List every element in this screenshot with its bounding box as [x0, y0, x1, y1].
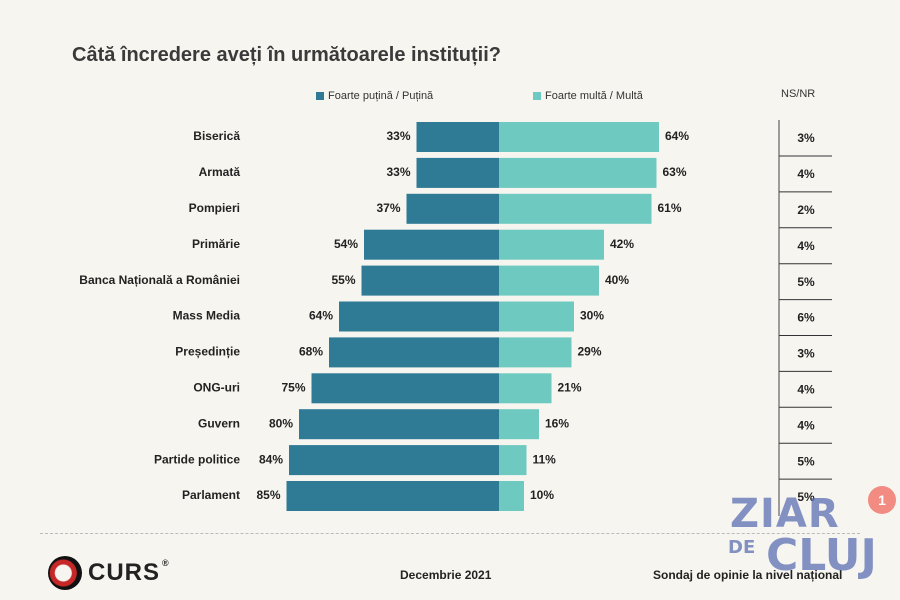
- data-label-low: 33%: [386, 165, 410, 179]
- bar-high: [499, 481, 524, 511]
- data-label-nsnr: 3%: [797, 131, 815, 145]
- watermark-line-2: DE: [728, 537, 756, 558]
- data-label-low: 54%: [334, 237, 358, 251]
- data-label-low: 84%: [259, 452, 283, 466]
- legend-label-high: Foarte multă / Multă: [545, 90, 643, 102]
- bar-high: [499, 122, 659, 152]
- category-label: Parlament: [182, 488, 240, 502]
- nsnr-header: NS/NR: [781, 88, 816, 100]
- watermark-line-3: CLUJ: [766, 530, 877, 581]
- bar-low: [289, 445, 499, 476]
- data-label-low: 80%: [269, 416, 293, 430]
- watermark-logo: ZIAR DE CLUJ: [726, 494, 886, 589]
- category-label: Armată: [199, 165, 241, 179]
- data-label-high: 11%: [533, 452, 557, 466]
- data-label-nsnr: 4%: [797, 418, 815, 432]
- data-label-low: 85%: [256, 488, 280, 502]
- data-label-low: 37%: [376, 201, 400, 215]
- bar-high: [499, 265, 599, 296]
- bar-high: [499, 373, 552, 404]
- bar-low: [406, 193, 499, 224]
- data-label-nsnr: 3%: [797, 347, 815, 361]
- data-label-high: 64%: [665, 129, 689, 143]
- legend-swatch-low: [316, 92, 324, 100]
- registered-mark: ®: [162, 558, 169, 568]
- data-label-high: 16%: [545, 416, 569, 430]
- data-label-high: 29%: [578, 345, 602, 359]
- legend-label-low: Foarte puțină / Puțină: [328, 90, 434, 102]
- bar-low: [364, 229, 499, 260]
- bar-low: [339, 301, 499, 332]
- footer-date: Decembrie 2021: [400, 568, 492, 582]
- data-label-nsnr: 5%: [797, 454, 815, 468]
- category-label: Pompieri: [189, 201, 240, 215]
- data-label-nsnr: 2%: [797, 203, 815, 217]
- bar-high: [499, 301, 574, 332]
- category-label: Guvern: [198, 416, 240, 430]
- legend-swatch-high: [533, 92, 541, 100]
- data-label-high: 61%: [658, 201, 682, 215]
- bar-high: [499, 409, 539, 440]
- category-label: Banca Națională a României: [79, 273, 240, 287]
- category-label: Președinție: [175, 345, 240, 359]
- category-label: Primărie: [192, 237, 240, 251]
- watermark-line-1: ZIAR: [730, 491, 840, 537]
- curs-logo: CURS ®: [48, 556, 169, 590]
- data-label-nsnr: 4%: [797, 382, 815, 396]
- bar-low: [416, 122, 499, 152]
- logo-text: CURS: [88, 559, 161, 586]
- chart-title: Câtă încredere aveți în următoarele inst…: [72, 44, 502, 66]
- data-label-low: 33%: [386, 129, 410, 143]
- legend-item-low: Foarte puțină / Puțină: [316, 90, 433, 102]
- data-label-high: 30%: [580, 309, 604, 323]
- bar-high: [499, 193, 652, 224]
- bar-low: [416, 157, 499, 188]
- bar-low: [361, 265, 499, 296]
- bar-low: [286, 481, 499, 511]
- bar-high: [499, 157, 657, 188]
- data-label-low: 68%: [299, 345, 323, 359]
- category-label: ONG-uri: [193, 380, 240, 394]
- bar-high: [499, 337, 572, 368]
- data-label-high: 42%: [610, 237, 634, 251]
- bar-high: [499, 445, 527, 476]
- data-label-nsnr: 5%: [797, 490, 815, 504]
- data-label-low: 64%: [309, 309, 333, 323]
- footer-note: Sondaj de opinie la nivel național: [653, 568, 843, 582]
- category-label: Biserică: [193, 129, 240, 143]
- category-label: Partide politice: [154, 452, 240, 466]
- notification-badge[interactable]: 1: [868, 486, 896, 514]
- bar-low: [329, 337, 499, 368]
- data-label-nsnr: 4%: [797, 167, 815, 181]
- data-label-low: 55%: [331, 273, 355, 287]
- curs-logo-icon: [48, 556, 82, 590]
- footer-divider: [40, 533, 860, 534]
- data-label-nsnr: 4%: [797, 239, 815, 253]
- data-label-high: 40%: [605, 273, 629, 287]
- data-label-nsnr: 6%: [797, 311, 815, 325]
- data-label-nsnr: 5%: [797, 275, 815, 289]
- data-label-high: 10%: [530, 488, 554, 502]
- bar-low: [299, 409, 499, 440]
- bar-high: [499, 229, 604, 260]
- bar-low: [311, 373, 499, 404]
- legend-item-high: Foarte multă / Multă: [533, 90, 643, 102]
- category-label: Mass Media: [173, 309, 241, 323]
- data-label-low: 75%: [281, 380, 305, 394]
- data-label-high: 63%: [663, 165, 687, 179]
- data-label-high: 21%: [558, 380, 582, 394]
